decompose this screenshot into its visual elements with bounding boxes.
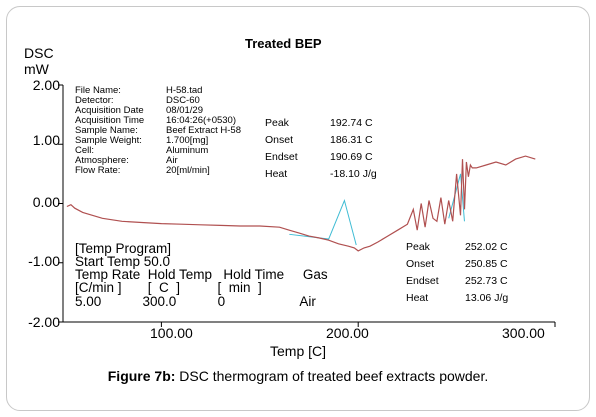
peak2-heat-label: Heat [406, 292, 429, 304]
peak2-endset-value: 252.73 C [465, 275, 508, 287]
peak1-endset-label: Endset [265, 151, 298, 163]
info-label: Detector: [75, 95, 114, 106]
peak2-endset-label: Endset [406, 275, 439, 287]
peak2-peak-label: Peak [406, 241, 430, 253]
info-label: Sample Name: [75, 125, 138, 136]
x-tick-label: 100.00 [150, 325, 193, 341]
plot-axes [58, 84, 556, 327]
peak1-endset-value: 190.69 C [330, 151, 373, 163]
peak1-onset-value: 186.31 C [330, 134, 373, 146]
caption-text: DSC thermogram of treated beef extracts … [175, 368, 489, 384]
baseline-line-peak2 [448, 173, 465, 222]
info-label: File Name: [75, 85, 121, 96]
info-label: Acquisition Time [75, 115, 145, 126]
info-value: H-58.tad [166, 85, 203, 96]
info-values: H-58.tad DSC-60 08/01/29 16:04:26(+0530)… [166, 86, 241, 176]
peak2-onset-value: 250.85 C [465, 258, 508, 270]
peak1-peak-value: 192.74 C [330, 117, 373, 129]
temp-program-header: [Temp Program] [75, 241, 172, 256]
info-value: DSC-60 [166, 95, 200, 106]
chart-title: Treated BEP [245, 36, 322, 51]
info-value: Beef Extract H-58 [166, 125, 241, 136]
dsc-curve [66, 155, 536, 252]
peak1-heat-value: -18.10 J/g [330, 168, 377, 180]
x-tick-label: 200.00 [326, 325, 369, 341]
info-value: 1.700[mg] [166, 135, 209, 146]
info-value: 08/01/29 [166, 105, 203, 116]
info-labels: File Name: Detector: Acquisition Date Ac… [75, 86, 144, 176]
y-tick-label: 1.00 [32, 132, 60, 148]
temp-program-units: [C/min ] [ C ] [ min ] [75, 280, 262, 295]
info-label: Flow Rate: [75, 165, 121, 176]
peak1-onset-label: Onset [265, 134, 294, 146]
peak2-peak-value: 252.02 C [465, 241, 508, 253]
y-axis-label-dsc: DSC [24, 45, 54, 61]
temp-program-columns: Temp Rate Hold Temp Hold Time Gas [75, 267, 328, 282]
peak1-peak-label: Peak [265, 117, 289, 129]
y-tick-label: 0.00 [32, 194, 60, 210]
info-value: Aluminum [166, 145, 209, 156]
y-axis-label-unit: mW [24, 61, 49, 77]
caption-label: Figure 7b: [107, 368, 176, 384]
y-tick-label: 2.00 [32, 77, 60, 93]
info-value: 16:04:26(+0530) [166, 115, 236, 126]
figure-frame [6, 6, 590, 411]
y-tick-label: -2.00 [28, 314, 60, 330]
y-tick-label: -1.00 [28, 253, 60, 269]
figure-caption: Figure 7b: DSC thermogram of treated bee… [0, 368, 596, 384]
temp-program-start: Start Temp 50.0 [75, 254, 171, 269]
plot-marks [66, 155, 536, 252]
peak1-heat-label: Heat [265, 168, 288, 180]
info-label: Acquisition Date [75, 105, 144, 116]
x-axis-label: Temp [C] [270, 343, 327, 359]
x-tick-label: 300.00 [502, 325, 545, 341]
info-value: 20[ml/min] [166, 165, 210, 176]
temp-program-row: 5.00 300.0 0 Air [75, 294, 316, 309]
info-label: Atmosphere: [75, 155, 129, 166]
info-label: Sample Weight: [75, 135, 142, 146]
peak2-onset-label: Onset [406, 258, 435, 270]
info-label: Cell: [75, 145, 95, 156]
peak2-heat-value: 13.06 J/g [465, 292, 509, 304]
info-value: Air [166, 155, 178, 166]
